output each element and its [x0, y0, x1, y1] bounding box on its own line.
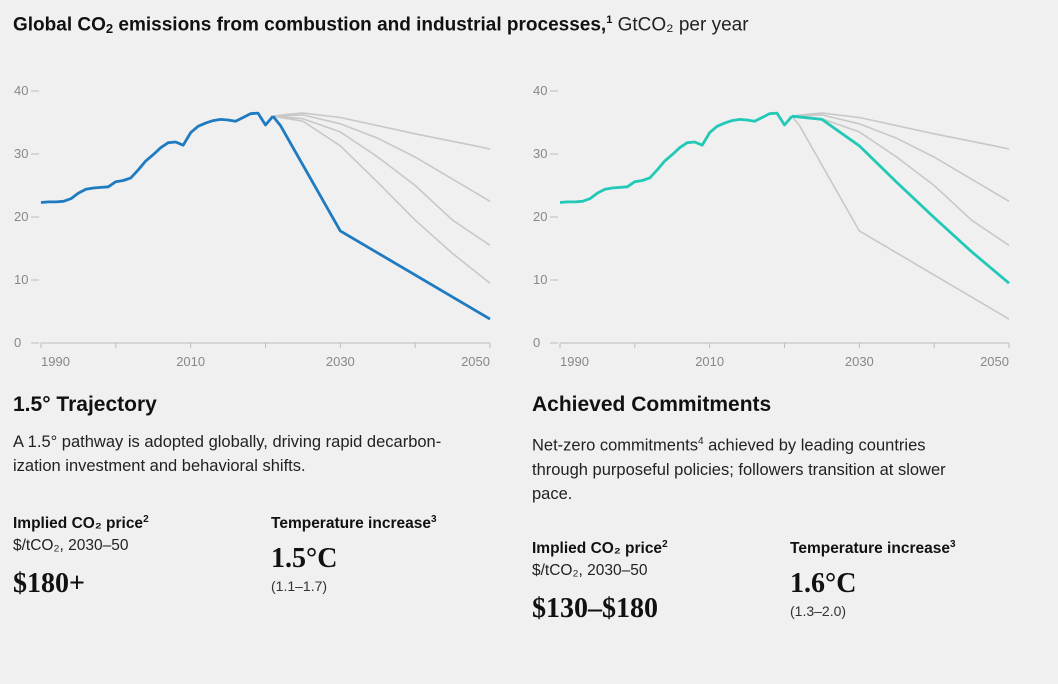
y-tick-label: 30 — [533, 146, 547, 161]
price-value-left: $180+ — [13, 568, 85, 599]
title-subscript: 2 — [105, 21, 114, 37]
price-label-left: Implied CO₂ price2 — [13, 514, 149, 533]
x-tick-label: 2010 — [695, 354, 724, 369]
panel-title-left: 1.5° Trajectory — [13, 393, 157, 416]
y-tick-label: 20 — [533, 209, 547, 224]
price-value-right: $130–$180 — [532, 593, 658, 624]
price-footnote-left: 2 — [143, 514, 149, 525]
temp-range-left: (1.1–1.7) — [271, 578, 328, 594]
highlight-scenario-line — [271, 115, 491, 321]
y-tick-label: 10 — [533, 272, 547, 287]
temp-range-right: (1.3–2.0) — [790, 603, 847, 619]
y-tick-label: 20 — [14, 209, 28, 224]
scenario-line — [791, 114, 1010, 202]
panel-title-right: Achieved Commitments — [532, 393, 772, 416]
temp-value-right: 1.6°C — [790, 568, 857, 599]
y-tick-label: 10 — [14, 272, 28, 287]
title-main: Global CO — [13, 14, 106, 36]
x-tick-label: 1990 — [41, 354, 70, 369]
y-tick-label: 40 — [533, 83, 547, 98]
x-tick-label: 2010 — [176, 354, 205, 369]
title-unit: GtCO₂ per year — [612, 14, 749, 36]
scenario-line — [791, 115, 1010, 246]
chart-title: Global CO2 emissions from combustion and… — [13, 14, 749, 36]
scenario-line — [272, 112, 491, 150]
temp-label-left: Temperature increase3 — [271, 514, 437, 533]
desc-footnote-right: 4 — [697, 436, 704, 447]
historical-line — [559, 111, 794, 204]
scenario-line — [791, 112, 1010, 150]
scenario-line — [272, 115, 491, 284]
price-units-left: $/tCO₂, 2030–50 — [13, 537, 129, 554]
temp-footnote-left: 3 — [430, 514, 437, 525]
scenario-line — [272, 114, 491, 202]
y-tick-label: 30 — [14, 146, 28, 161]
x-tick-label: 2030 — [845, 354, 874, 369]
title-footnote: 1 — [606, 14, 613, 26]
y-tick-label: 0 — [533, 335, 540, 350]
scenario-line — [791, 115, 1010, 320]
temp-label-right: Temperature increase3 — [790, 539, 956, 558]
panel-description-left: A 1.5° pathway is adopted globally, driv… — [13, 433, 442, 475]
temp-value-left: 1.5°C — [271, 543, 338, 574]
price-label-right: Implied CO₂ price2 — [532, 539, 668, 558]
x-tick-label: 2050 — [980, 354, 1009, 369]
x-tick-label: 2030 — [326, 354, 355, 369]
title-rest: emissions from combustion and industrial… — [113, 14, 607, 36]
historical-line — [40, 111, 275, 204]
scenario-line — [272, 115, 491, 246]
price-footnote-right: 2 — [662, 539, 668, 550]
temp-footnote-right: 3 — [949, 539, 956, 550]
highlight-scenario-line — [791, 114, 1010, 285]
price-units-right: $/tCO₂, 2030–50 — [532, 562, 648, 579]
y-tick-label: 0 — [14, 335, 21, 350]
x-tick-label: 1990 — [560, 354, 589, 369]
panel-description-right: Net-zero commitments4 achieved by leadin… — [532, 436, 946, 503]
y-tick-label: 40 — [14, 83, 28, 98]
x-tick-label: 2050 — [461, 354, 490, 369]
